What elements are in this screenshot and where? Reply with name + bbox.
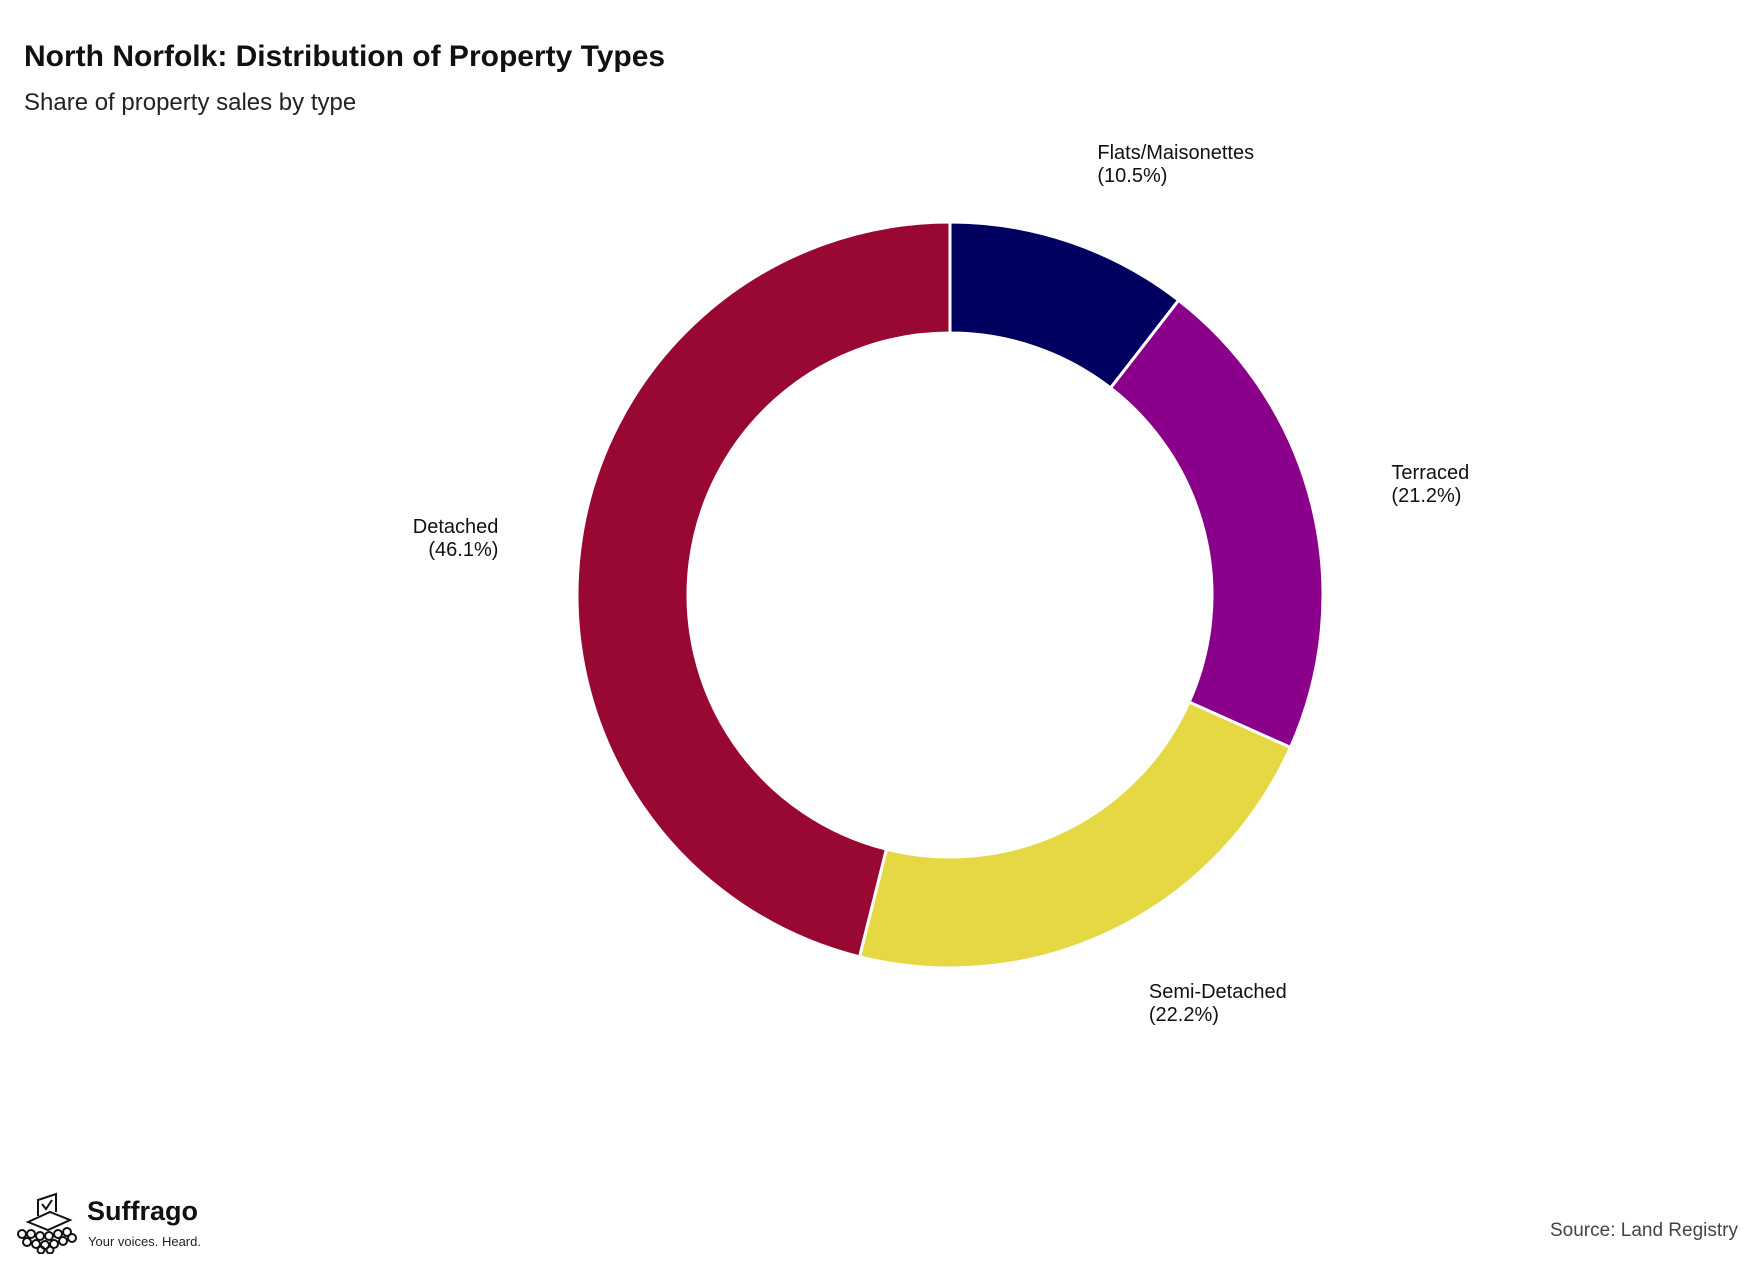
- source-note: Source: Land Registry: [1550, 1220, 1738, 1241]
- brand-logo: Suffrago Your voices. Heard.: [14, 1192, 214, 1254]
- slice-label-name: Flats/Maisonettes: [1097, 141, 1255, 164]
- slice-label-value: (10.5%): [1097, 164, 1168, 187]
- slice-label-terraced: Terraced (21.2%): [1391, 462, 1469, 508]
- slice-label-semi-detached: Semi-Detached (22.2%): [1149, 981, 1287, 1027]
- ballot-box-icon: [17, 1192, 77, 1254]
- slice-label-value: (21.2%): [1391, 484, 1462, 507]
- slice-label-name: Terraced: [1391, 461, 1470, 484]
- slice-label-flats-maisonettes: Flats/Maisonettes (10.5%): [1097, 142, 1254, 188]
- brand-tagline: Your voices. Heard.: [88, 1234, 201, 1249]
- donut-slice-detached: [575, 220, 952, 959]
- donut-slice-terraced: [1108, 298, 1325, 750]
- slice-label-value: (22.2%): [1148, 1004, 1219, 1027]
- chart-title: North Norfolk: Distribution of Property …: [24, 40, 666, 73]
- slice-label-name: Semi-Detached: [1148, 981, 1287, 1004]
- chart-subtitle: Share of property sales by type: [24, 89, 357, 116]
- slice-label-detached: Detached (46.1%): [413, 516, 499, 562]
- slice-label-value: (46.1%): [428, 539, 499, 562]
- donut-slice-semi-detached: [857, 700, 1293, 970]
- slice-label-name: Detached: [412, 516, 499, 539]
- brand-name: Suffrago: [87, 1196, 198, 1226]
